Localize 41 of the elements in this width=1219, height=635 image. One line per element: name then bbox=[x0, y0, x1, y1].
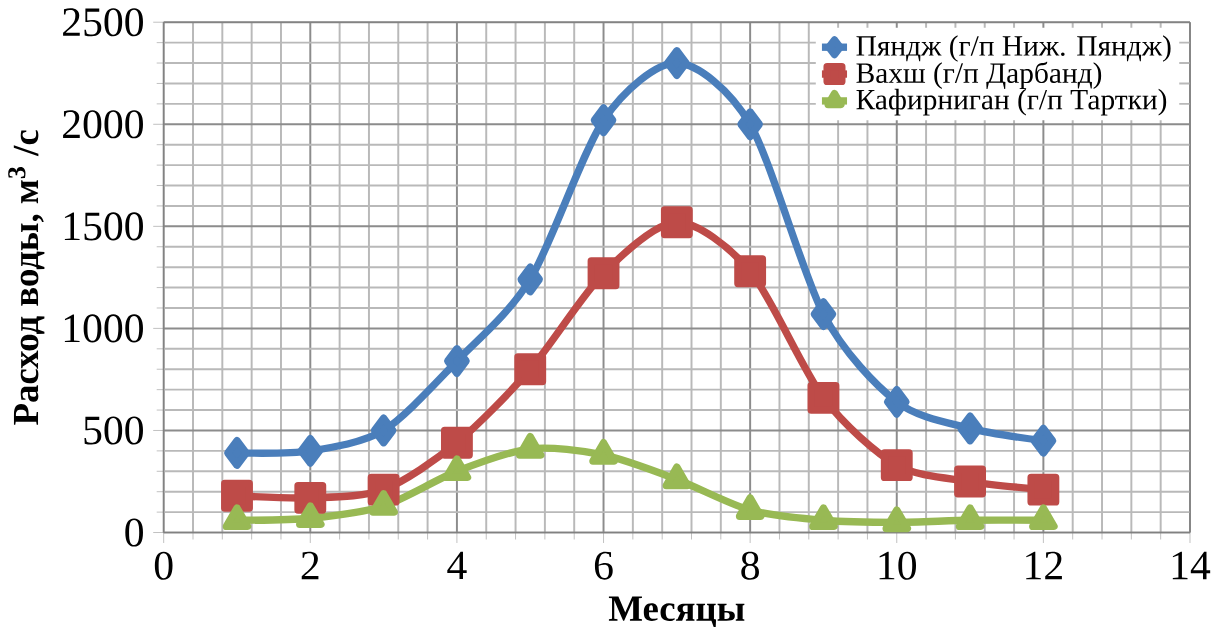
x-axis-title: Месяцы bbox=[608, 596, 745, 627]
x-tick-label: 12 bbox=[1026, 551, 1062, 580]
point bbox=[1030, 424, 1057, 457]
point bbox=[514, 353, 547, 386]
x-tick-label: 6 bbox=[594, 551, 613, 580]
x-tick-label: 8 bbox=[741, 551, 759, 580]
y-tick-label: 1500 bbox=[64, 212, 143, 241]
y-tick-label: 2500 bbox=[63, 8, 143, 37]
point bbox=[957, 412, 983, 445]
point bbox=[370, 414, 397, 447]
x-tick-label: 0 bbox=[154, 551, 173, 580]
y-tick-label: 0 bbox=[125, 518, 143, 547]
point bbox=[444, 345, 470, 377]
point bbox=[663, 47, 690, 79]
point bbox=[660, 206, 693, 239]
point bbox=[224, 436, 250, 469]
point bbox=[737, 108, 764, 141]
point bbox=[810, 298, 837, 330]
y-tick-label: 2000 bbox=[63, 110, 143, 139]
legend-label: Вахш (г/п Дарбанд) bbox=[856, 61, 1102, 89]
point bbox=[954, 465, 987, 498]
legend-label: Кафирниган (г/п Тартки) bbox=[856, 88, 1167, 116]
point bbox=[590, 104, 617, 137]
x-tick-label: 2 bbox=[301, 551, 319, 580]
x-tick-label: 14 bbox=[1172, 551, 1211, 580]
point bbox=[440, 426, 473, 459]
point bbox=[880, 449, 913, 481]
point bbox=[883, 385, 910, 418]
x-tick-label: 4 bbox=[447, 551, 467, 579]
point bbox=[221, 479, 253, 512]
point bbox=[587, 257, 620, 290]
y-tick-label: 1000 bbox=[64, 314, 143, 343]
point bbox=[807, 381, 840, 414]
point bbox=[734, 255, 767, 288]
point bbox=[1027, 473, 1060, 506]
legend-label: Пяндж (г/п Ниж. Пяндж) bbox=[856, 35, 1171, 62]
point bbox=[297, 434, 324, 467]
y-tick-label: 500 bbox=[84, 416, 143, 445]
point bbox=[517, 263, 544, 296]
y-axis-title: Расход воды, м$^{3}$ /с bbox=[8, 130, 45, 425]
x-tick-label: 10 bbox=[879, 551, 917, 580]
